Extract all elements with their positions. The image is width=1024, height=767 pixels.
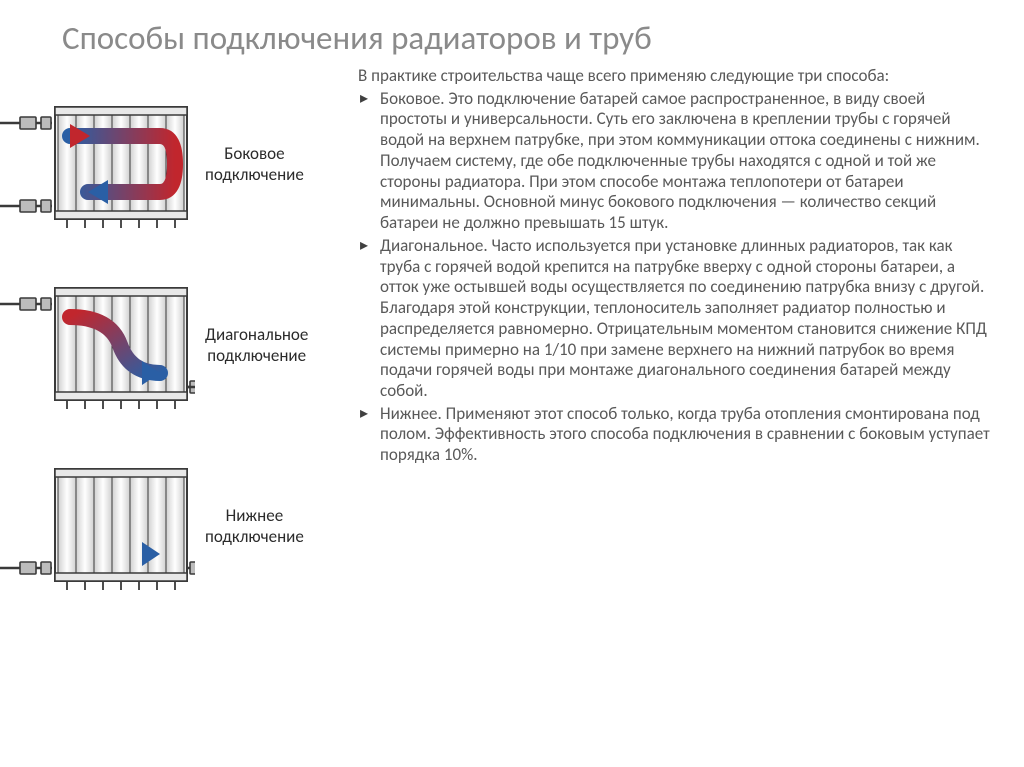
diagram-diagonal: Диагональное подключение (0, 273, 350, 418)
bullet-text: Диагональное. Часто используется при уст… (380, 235, 987, 401)
diagram-bottom: Нижнее подключение (0, 454, 350, 599)
radiator-bottom-svg (0, 454, 195, 599)
intro-text: В практике строительства чаще всего прим… (358, 66, 996, 87)
radiator-diagonal-svg (0, 273, 195, 418)
label-text: подключение (207, 345, 306, 366)
diagram-side-label: Боковое подключение (205, 144, 304, 185)
slide: Способы подключения радиаторов и труб (0, 0, 1024, 767)
diagram-bottom-label: Нижнее подключение (205, 506, 304, 547)
diagram-side: Боковое подключение (0, 92, 350, 237)
diagram-diagonal-label: Диагональное подключение (205, 325, 308, 366)
slide-title: Способы подключения радиаторов и труб (0, 18, 996, 58)
bullet-item: Нижнее. Применяют этот способ только, ко… (358, 404, 996, 466)
radiator-side-svg (0, 92, 195, 237)
label-text: Диагональное (205, 324, 308, 345)
label-text: Нижнее (226, 505, 284, 526)
bullet-text: Боковое. Это подключение батарей самое р… (380, 88, 980, 233)
label-text: Боковое (224, 143, 284, 164)
bullet-list: Боковое. Это подключение батарей самое р… (358, 89, 996, 466)
diagrams-column: Боковое подключение (0, 66, 350, 757)
bullet-text: Нижнее. Применяют этот способ только, ко… (380, 403, 990, 465)
text-column: В практике строительства чаще всего прим… (350, 66, 996, 757)
bullet-item: Боковое. Это подключение батарей самое р… (358, 89, 996, 234)
label-text: подключение (205, 526, 304, 547)
label-text: подключение (205, 164, 304, 185)
content-row: Боковое подключение (0, 66, 996, 757)
bullet-item: Диагональное. Часто используется при уст… (358, 236, 996, 402)
